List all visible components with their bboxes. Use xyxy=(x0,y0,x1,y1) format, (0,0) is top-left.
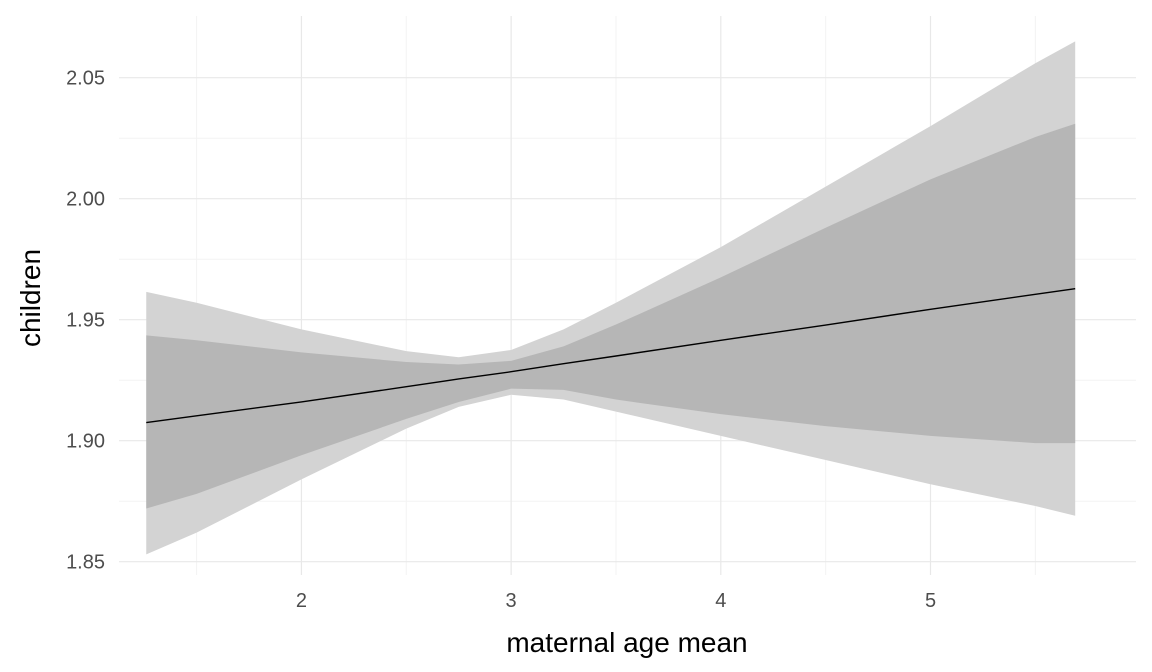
y-axis-title: children xyxy=(15,249,46,347)
y-tick-label: 1.90 xyxy=(66,431,105,453)
inner-confidence-band xyxy=(146,123,1076,509)
fit-lines xyxy=(146,288,1076,424)
x-tick-label: 4 xyxy=(715,590,726,612)
x-tick-label: 3 xyxy=(506,590,517,612)
x-tick-labels: 2 3 4 5 xyxy=(296,590,936,612)
fit-line xyxy=(146,288,1076,424)
x-tick-label: 2 xyxy=(296,590,307,612)
y-tick-label: 1.95 xyxy=(66,310,105,332)
y-tick-label: 1.85 xyxy=(66,552,105,574)
y-tick-label: 2.05 xyxy=(66,68,105,90)
major-gridlines xyxy=(119,16,1136,575)
x-tick-label: 5 xyxy=(925,590,936,612)
confidence-bands xyxy=(146,41,1076,555)
x-axis-title: maternal age mean xyxy=(506,627,747,658)
y-tick-label: 2.00 xyxy=(66,189,105,211)
y-tick-labels: 1.85 1.90 1.95 2.00 2.05 xyxy=(66,68,105,574)
